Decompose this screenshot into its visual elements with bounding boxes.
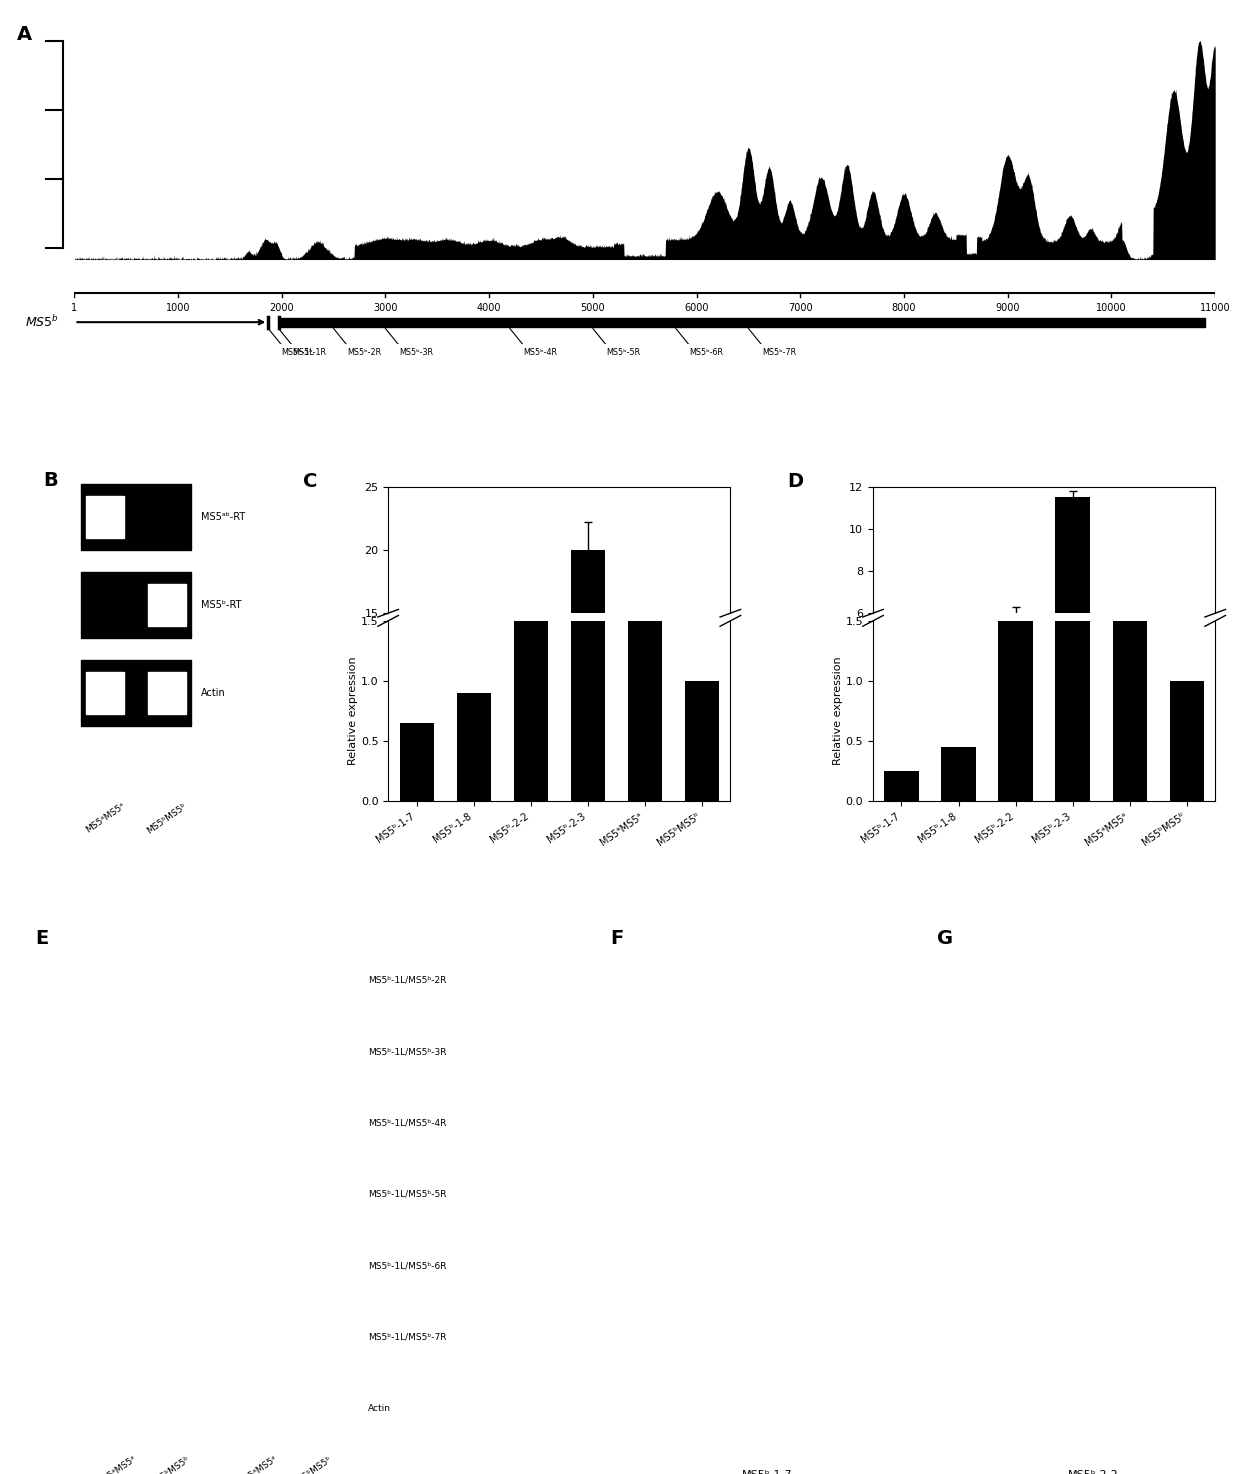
Text: MS5ᵃMS5ᵃ: MS5ᵃMS5ᵃ [84,802,126,834]
Bar [148,672,186,713]
Text: 4000: 4000 [477,304,501,312]
Text: 3000: 3000 [373,304,398,312]
Bar [1169,681,1204,802]
Bar [998,80,1033,802]
Bar [1112,708,1147,740]
Text: MS5ᵇ-6R: MS5ᵇ-6R [689,348,723,357]
Bar [627,0,662,802]
Text: 9000: 9000 [996,304,1021,312]
Bar [1055,0,1090,802]
Bar [236,960,280,999]
Text: MS5ᵇ-1L/MS5ᵇ-3R: MS5ᵇ-1L/MS5ᵇ-3R [368,1047,446,1055]
Bar [82,483,191,550]
Text: MS5ᵇ-1L/MS5ᵇ-6R: MS5ᵇ-1L/MS5ᵇ-6R [368,1262,446,1271]
Text: MS5ᵇ-1-7: MS5ᵇ-1-7 [742,1470,792,1474]
Bar [684,681,719,802]
Text: E: E [35,929,48,948]
Text: B: B [43,472,58,491]
Bar [941,747,976,802]
Text: A: A [17,25,32,44]
Bar [94,960,138,999]
Bar [513,0,548,802]
Text: 1000: 1000 [166,304,190,312]
Bar [513,688,548,803]
Text: MS5ᵇMS5ᵇ: MS5ᵇMS5ᵇ [149,1455,191,1474]
Bar [684,790,719,803]
Bar [148,1389,192,1428]
Bar [148,584,186,626]
Bar [279,317,1205,327]
Text: MS5ᵇ-RT: MS5ᵇ-RT [201,600,242,610]
Text: 8000: 8000 [892,304,916,312]
Bar [570,550,605,803]
Text: MS5ᵇ-1L/MS5ᵇ-5R: MS5ᵇ-1L/MS5ᵇ-5R [368,1190,446,1198]
Bar [236,1103,280,1142]
Text: C: C [303,472,317,491]
Bar [1055,497,1090,740]
Bar [236,1389,280,1428]
Text: MS5ᵇ-2R: MS5ᵇ-2R [347,348,381,357]
Text: MS5ᵇ-4R: MS5ᵇ-4R [523,348,558,357]
Text: Actin: Actin [201,688,226,697]
Text: MS5ᵇ-1R: MS5ᵇ-1R [293,348,326,357]
Text: MS5ᵇ-1L/MS5ᵇ-4R: MS5ᵇ-1L/MS5ᵇ-4R [368,1119,446,1128]
Bar [1169,718,1204,740]
Text: D: D [787,472,804,491]
Bar [148,960,192,999]
Bar [87,672,124,713]
Y-axis label: Relative expression: Relative expression [833,657,843,765]
Bar [941,730,976,740]
Bar [884,771,919,802]
Text: MS5ᵇ-7R: MS5ᵇ-7R [761,348,796,357]
Bar [82,660,191,725]
Text: 5000: 5000 [580,304,605,312]
Bar [399,794,434,803]
Text: 11000: 11000 [1200,304,1230,312]
Text: 1: 1 [72,304,77,312]
Bar [456,792,491,803]
Text: MS5ᵇ-1L: MS5ᵇ-1L [281,348,315,357]
Text: MS5ᵇMS5ᵇ: MS5ᵇMS5ᵇ [145,802,188,836]
Text: 10000: 10000 [1096,304,1127,312]
Text: MS5ᵇ-3R: MS5ᵇ-3R [399,348,433,357]
Bar [1112,621,1147,802]
Text: MS5ᵇ-5R: MS5ᵇ-5R [606,348,641,357]
Bar [289,960,334,999]
Bar [570,0,605,802]
Bar [87,495,124,538]
Text: MS5ᵇMS5ᵇ: MS5ᵇMS5ᵇ [290,1455,334,1474]
Text: G: G [936,929,952,948]
Bar [399,724,434,802]
Bar [94,1389,138,1428]
Bar [998,613,1033,740]
Y-axis label: Relative expression: Relative expression [348,657,358,765]
Text: F: F [610,929,624,948]
Text: MS5ᵇ-2-2: MS5ᵇ-2-2 [1068,1470,1118,1474]
Text: 2000: 2000 [269,304,294,312]
Text: 7000: 7000 [787,304,812,312]
Text: MS5ᵃMS5ᵃ: MS5ᵃMS5ᵃ [94,1455,138,1474]
Bar [627,626,662,803]
Bar [456,693,491,802]
Bar [82,572,191,638]
Text: MS5ᵃMS5ᵃ: MS5ᵃMS5ᵃ [237,1455,279,1474]
Text: MS5ᵇ-1L/MS5ᵇ-7R: MS5ᵇ-1L/MS5ᵇ-7R [368,1332,446,1341]
Text: 6000: 6000 [684,304,709,312]
Text: $\mathit{MS5^b}$: $\mathit{MS5^b}$ [25,314,58,330]
Bar [289,1389,334,1428]
Text: MS5ᵃᵇ-RT: MS5ᵃᵇ-RT [201,511,246,522]
Text: MS5ᵇ-1L/MS5ᵇ-2R: MS5ᵇ-1L/MS5ᵇ-2R [368,976,446,985]
Text: Actin: Actin [368,1405,391,1414]
Bar [884,734,919,740]
